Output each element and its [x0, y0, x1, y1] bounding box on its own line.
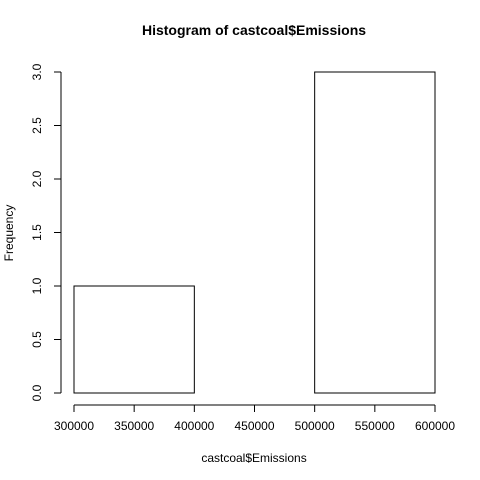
chart-title: Histogram of castcoal$Emissions: [142, 22, 366, 38]
histogram-bar-0: [73, 285, 195, 394]
y-tick-label-1: 0.5: [30, 331, 44, 348]
y-axis-label: Frequency: [2, 205, 16, 262]
x-axis: 300000 350000 400000 450000 500000 550000 6000…: [54, 404, 455, 433]
x-tick-label-0: 300000: [54, 419, 94, 433]
y-tick-label-2: 1.0: [30, 277, 44, 294]
x-tick-label-1: 350000: [114, 419, 154, 433]
y-tick-label-6: 3.0: [30, 63, 44, 80]
y-tick-label-4: 2.0: [30, 170, 44, 187]
y-axis: 0.0 0.5 1.0 1.5 2.0 2.5 3.0: [30, 63, 62, 401]
bars-group: [73, 71, 436, 394]
x-tick-label-6: 600000: [415, 419, 455, 433]
x-tick-label-5: 550000: [355, 419, 395, 433]
y-tick-label-5: 2.5: [30, 117, 44, 134]
y-tick-label-0: 0.0: [30, 384, 44, 401]
histogram-bar-2: [314, 71, 436, 394]
x-tick-label-4: 500000: [295, 419, 335, 433]
x-tick-label-2: 400000: [174, 419, 214, 433]
x-tick-label-3: 450000: [234, 419, 274, 433]
x-axis-label: castcoal$Emissions: [201, 451, 306, 465]
y-tick-label-3: 1.5: [30, 224, 44, 241]
